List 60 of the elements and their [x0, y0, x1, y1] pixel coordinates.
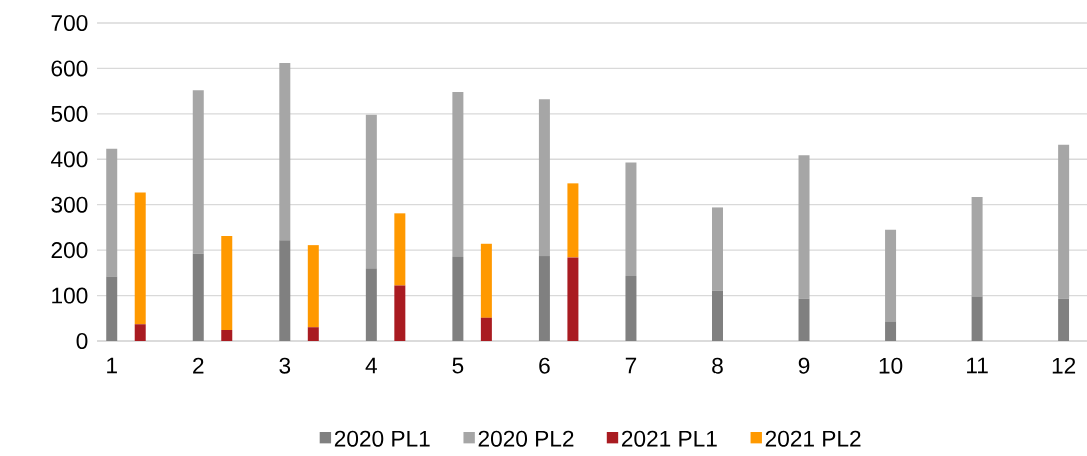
x-tick-label: 6 — [539, 357, 550, 374]
bar — [538, 99, 550, 257]
x-tick-label: 9 — [798, 357, 810, 374]
bar — [452, 256, 464, 341]
y-tick-label: 0 — [76, 332, 88, 350]
bar — [625, 276, 637, 341]
bar — [538, 256, 550, 341]
bar — [798, 155, 810, 299]
bar — [480, 243, 492, 318]
y-tick-label: 500 — [51, 105, 88, 122]
bar — [971, 296, 983, 341]
x-tick-label: 12 — [1052, 357, 1076, 374]
y-tick-label: 700 — [51, 14, 88, 32]
legend-label: 2021 PL1 — [621, 430, 717, 447]
bar — [711, 290, 723, 341]
y-tick-label: 600 — [51, 60, 88, 77]
bar — [394, 213, 406, 286]
bar — [1058, 298, 1070, 341]
bar — [394, 285, 406, 341]
bar — [192, 253, 204, 341]
y-tick-label: 100 — [52, 287, 88, 304]
bar — [711, 207, 723, 291]
bar — [452, 92, 464, 257]
bar — [192, 90, 204, 254]
y-tick-label: 400 — [51, 151, 88, 168]
bar — [307, 245, 319, 328]
x-tick-label: 11 — [967, 357, 988, 374]
bar — [625, 162, 637, 277]
x-tick-label: 2 — [193, 357, 204, 374]
bar — [971, 196, 983, 297]
bar — [480, 317, 492, 341]
bar — [885, 321, 897, 341]
bar — [567, 257, 579, 341]
bar — [134, 324, 146, 341]
x-tick-label: 5 — [452, 357, 464, 374]
bar — [365, 268, 377, 341]
bar — [798, 298, 810, 341]
bar — [885, 229, 897, 322]
bar — [106, 148, 118, 277]
x-tick-label: 3 — [279, 357, 291, 374]
bar — [221, 330, 233, 341]
legend-label: 2021 PL2 — [765, 430, 861, 447]
bar — [279, 240, 291, 341]
bar — [307, 327, 319, 341]
bar — [1058, 144, 1070, 299]
legend-label: 2020 PL1 — [334, 430, 430, 447]
bar — [365, 114, 377, 269]
x-tick-label: 7 — [625, 357, 637, 374]
bar — [567, 183, 579, 258]
bar — [279, 62, 291, 241]
x-tick-label: 8 — [712, 357, 723, 374]
legend-label: 2020 PL2 — [478, 430, 574, 447]
x-tick-label: 1 — [107, 357, 117, 374]
bar — [134, 192, 146, 325]
x-tick-label: 4 — [365, 357, 377, 374]
x-tick-label: 10 — [879, 357, 903, 374]
bar — [221, 236, 233, 331]
y-tick-label: 200 — [51, 242, 88, 259]
y-tick-label: 300 — [51, 196, 88, 213]
bar — [106, 276, 118, 341]
